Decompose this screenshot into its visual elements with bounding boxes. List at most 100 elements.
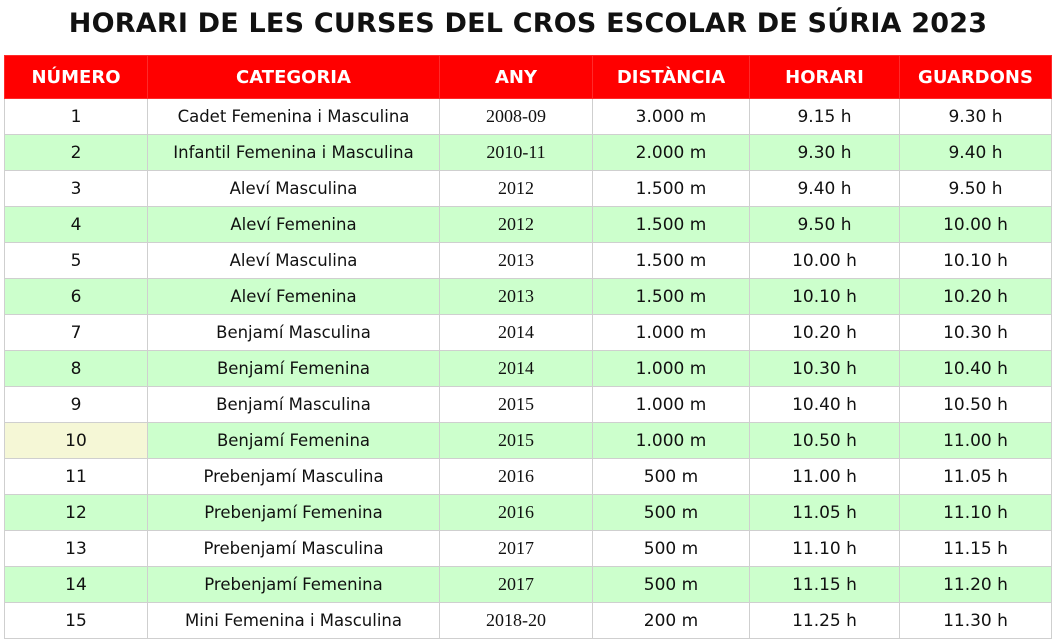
- column-header-categoria[interactable]: CATEGORIA: [147, 55, 440, 99]
- table-row: 9 Benjamí Masculina 2015 1.000 m 10.40 h…: [4, 386, 1052, 423]
- column-header-horari[interactable]: HORARI: [749, 55, 900, 99]
- cell-numero[interactable]: 7: [4, 314, 148, 351]
- cell-any[interactable]: 2012: [439, 206, 593, 243]
- cell-distancia[interactable]: 500 m: [592, 530, 750, 567]
- cell-categoria[interactable]: Benjamí Masculina: [147, 314, 440, 351]
- cell-horari[interactable]: 9.30 h: [749, 134, 900, 171]
- cell-horari[interactable]: 9.15 h: [749, 98, 900, 135]
- cell-horari[interactable]: 9.40 h: [749, 170, 900, 207]
- cell-numero[interactable]: 11: [4, 458, 148, 495]
- cell-guardons[interactable]: 9.30 h: [899, 98, 1052, 135]
- column-header-numero[interactable]: NÚMERO: [4, 55, 148, 99]
- cell-horari[interactable]: 10.00 h: [749, 242, 900, 279]
- cell-guardons[interactable]: 11.20 h: [899, 566, 1052, 603]
- cell-categoria[interactable]: Benjamí Femenina: [147, 422, 440, 459]
- cell-guardons[interactable]: 10.40 h: [899, 350, 1052, 387]
- cell-any[interactable]: 2016: [439, 458, 593, 495]
- cell-categoria[interactable]: Benjamí Femenina: [147, 350, 440, 387]
- cell-numero[interactable]: 4: [4, 206, 148, 243]
- cell-categoria[interactable]: Benjamí Masculina: [147, 386, 440, 423]
- cell-any[interactable]: 2014: [439, 350, 593, 387]
- cell-distancia[interactable]: 1.000 m: [592, 422, 750, 459]
- cell-numero[interactable]: 1: [4, 98, 148, 135]
- column-header-distancia[interactable]: DISTÀNCIA: [592, 55, 750, 99]
- cell-distancia[interactable]: 500 m: [592, 458, 750, 495]
- cell-categoria[interactable]: Aleví Femenina: [147, 206, 440, 243]
- table-row: 2 Infantil Femenina i Masculina 2010-11 …: [4, 134, 1052, 171]
- cell-numero[interactable]: 6: [4, 278, 148, 315]
- cell-horari[interactable]: 11.10 h: [749, 530, 900, 567]
- cell-horari[interactable]: 11.05 h: [749, 494, 900, 531]
- cell-numero[interactable]: 5: [4, 242, 148, 279]
- cell-numero[interactable]: 15: [4, 602, 148, 639]
- cell-numero[interactable]: 12: [4, 494, 148, 531]
- cell-categoria[interactable]: Infantil Femenina i Masculina: [147, 134, 440, 171]
- cell-horari[interactable]: 10.30 h: [749, 350, 900, 387]
- cell-guardons[interactable]: 10.10 h: [899, 242, 1052, 279]
- cell-any[interactable]: 2016: [439, 494, 593, 531]
- cell-categoria[interactable]: Aleví Masculina: [147, 170, 440, 207]
- cell-any[interactable]: 2013: [439, 278, 593, 315]
- cell-categoria[interactable]: Aleví Femenina: [147, 278, 440, 315]
- cell-distancia[interactable]: 1.500 m: [592, 206, 750, 243]
- cell-horari[interactable]: 10.40 h: [749, 386, 900, 423]
- cell-horari[interactable]: 10.10 h: [749, 278, 900, 315]
- column-header-any[interactable]: ANY: [439, 55, 593, 99]
- cell-numero-selected[interactable]: 10: [4, 422, 148, 459]
- cell-any[interactable]: 2014: [439, 314, 593, 351]
- cell-guardons[interactable]: 11.00 h: [899, 422, 1052, 459]
- cell-distancia[interactable]: 3.000 m: [592, 98, 750, 135]
- table-row: 1 Cadet Femenina i Masculina 2008-09 3.0…: [4, 98, 1052, 135]
- cell-guardons[interactable]: 10.30 h: [899, 314, 1052, 351]
- cell-distancia[interactable]: 500 m: [592, 494, 750, 531]
- cell-horari[interactable]: 11.15 h: [749, 566, 900, 603]
- cell-categoria[interactable]: Prebenjamí Femenina: [147, 566, 440, 603]
- cell-numero[interactable]: 9: [4, 386, 148, 423]
- cell-distancia[interactable]: 1.000 m: [592, 350, 750, 387]
- cell-guardons[interactable]: 10.50 h: [899, 386, 1052, 423]
- cell-any[interactable]: 2015: [439, 386, 593, 423]
- cell-numero[interactable]: 2: [4, 134, 148, 171]
- cell-guardons[interactable]: 9.40 h: [899, 134, 1052, 171]
- cell-categoria[interactable]: Mini Femenina i Masculina: [147, 602, 440, 639]
- cell-any[interactable]: 2013: [439, 242, 593, 279]
- column-header-guardons[interactable]: GUARDONS: [899, 55, 1052, 99]
- cell-guardons[interactable]: 10.00 h: [899, 206, 1052, 243]
- cell-numero[interactable]: 13: [4, 530, 148, 567]
- cell-categoria[interactable]: Prebenjamí Femenina: [147, 494, 440, 531]
- cell-distancia[interactable]: 1.500 m: [592, 170, 750, 207]
- cell-distancia[interactable]: 200 m: [592, 602, 750, 639]
- cell-horari[interactable]: 9.50 h: [749, 206, 900, 243]
- cell-categoria[interactable]: Prebenjamí Masculina: [147, 530, 440, 567]
- cell-any[interactable]: 2017: [439, 566, 593, 603]
- cell-horari[interactable]: 10.50 h: [749, 422, 900, 459]
- cell-distancia[interactable]: 1.000 m: [592, 314, 750, 351]
- cell-distancia[interactable]: 1.500 m: [592, 242, 750, 279]
- cell-categoria[interactable]: Aleví Masculina: [147, 242, 440, 279]
- cell-distancia[interactable]: 1.500 m: [592, 278, 750, 315]
- cell-distancia[interactable]: 500 m: [592, 566, 750, 603]
- cell-numero[interactable]: 14: [4, 566, 148, 603]
- cell-guardons[interactable]: 11.15 h: [899, 530, 1052, 567]
- cell-distancia[interactable]: 1.000 m: [592, 386, 750, 423]
- cell-any[interactable]: 2008-09: [439, 98, 593, 135]
- cell-horari[interactable]: 10.20 h: [749, 314, 900, 351]
- cell-any[interactable]: 2018-20: [439, 602, 593, 639]
- cell-horari[interactable]: 11.25 h: [749, 602, 900, 639]
- cell-any[interactable]: 2012: [439, 170, 593, 207]
- cell-numero[interactable]: 3: [4, 170, 148, 207]
- cell-horari[interactable]: 11.00 h: [749, 458, 900, 495]
- cell-guardons[interactable]: 11.30 h: [899, 602, 1052, 639]
- cell-any[interactable]: 2010-11: [439, 134, 593, 171]
- cell-any[interactable]: 2015: [439, 422, 593, 459]
- table-row: 15 Mini Femenina i Masculina 2018-20 200…: [4, 602, 1052, 639]
- cell-categoria[interactable]: Cadet Femenina i Masculina: [147, 98, 440, 135]
- cell-numero[interactable]: 8: [4, 350, 148, 387]
- cell-categoria[interactable]: Prebenjamí Masculina: [147, 458, 440, 495]
- cell-guardons[interactable]: 11.10 h: [899, 494, 1052, 531]
- cell-guardons[interactable]: 9.50 h: [899, 170, 1052, 207]
- cell-distancia[interactable]: 2.000 m: [592, 134, 750, 171]
- cell-any[interactable]: 2017: [439, 530, 593, 567]
- cell-guardons[interactable]: 11.05 h: [899, 458, 1052, 495]
- cell-guardons[interactable]: 10.20 h: [899, 278, 1052, 315]
